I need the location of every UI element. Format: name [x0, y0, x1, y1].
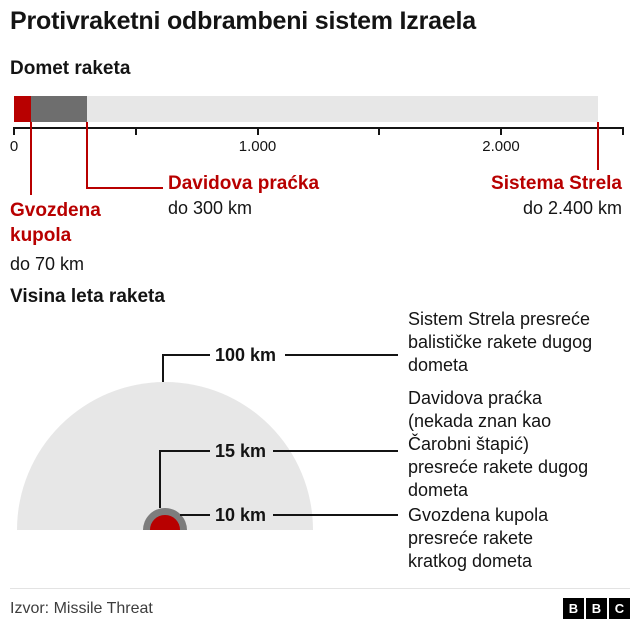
bbc-logo-letter-c: C [609, 598, 630, 619]
davids-sling-name-label: Davidova praćka [168, 173, 320, 194]
axis-tick [134, 127, 137, 135]
iron-dome-range-label: do 70 km [10, 254, 85, 274]
iron-dome-name-label: Gvozdena kupola [10, 200, 101, 246]
range-segment-iron-dome [14, 96, 32, 122]
bbc-logo-letter-b1: B [563, 598, 584, 619]
axis-tick [13, 127, 15, 135]
davids-sling-description: Davidova praćka (nekada znan kao Čarobni… [408, 388, 589, 500]
arrow-name-label: Sistema Strela [491, 173, 622, 194]
axis-tick [378, 127, 381, 135]
axis-tick [256, 127, 259, 135]
altitude-15km-line-vertical [159, 450, 161, 508]
axis-tick-label: 0 [9, 138, 19, 155]
arrow-range-label: do 2.400 km [522, 198, 622, 218]
axis-tick [500, 127, 502, 135]
altitude-10km-line-right [273, 514, 398, 516]
altitude-100km-line-right [285, 354, 398, 356]
iron-dome-callout-line [30, 122, 33, 195]
altitude-10km-line-left [179, 514, 210, 516]
source-text: Izvor: Missile Threat [10, 600, 153, 617]
range-bar [14, 96, 624, 122]
bbc-logo: B B C [563, 598, 630, 619]
altitude-15km-line-left [159, 450, 210, 452]
iron-dome-description: Gvozdena kupola presreće rakete kratkog … [408, 505, 549, 571]
altitude-15km-label: 15 km [215, 441, 267, 461]
axis-line [14, 127, 623, 129]
axis-tick-label: 2.000 [482, 138, 520, 155]
range-chart-title: Domet raketa [10, 58, 131, 79]
davids-sling-range-label: do 300 km [168, 198, 253, 218]
altitude-100km-label: 100 km [215, 345, 277, 365]
davids-sling-callout-line-vertical [86, 122, 89, 189]
axis-tick [621, 127, 624, 135]
arrow-description: Sistem Strela presreće balističke rakete… [408, 309, 593, 375]
arrow-callout-line [597, 122, 600, 170]
range-axis: 0 1.000 2.000 [10, 127, 626, 157]
altitude-15km-line-right [273, 450, 398, 452]
footer-divider [10, 588, 630, 589]
altitude-chart-title: Visina leta raketa [10, 286, 165, 307]
iron-dome-altitude-dome [150, 515, 180, 530]
bbc-logo-letter-b2: B [586, 598, 607, 619]
range-segment-arrow [14, 96, 599, 122]
altitude-100km-line-left [162, 354, 210, 356]
davids-sling-callout-line-horizontal [86, 187, 164, 189]
altitude-10km-label: 10 km [215, 505, 267, 525]
altitude-100km-line-vertical [162, 354, 164, 382]
page-title: Protivraketni odbrambeni sistem Izraela [10, 7, 476, 35]
axis-tick-label: 1.000 [238, 138, 277, 155]
